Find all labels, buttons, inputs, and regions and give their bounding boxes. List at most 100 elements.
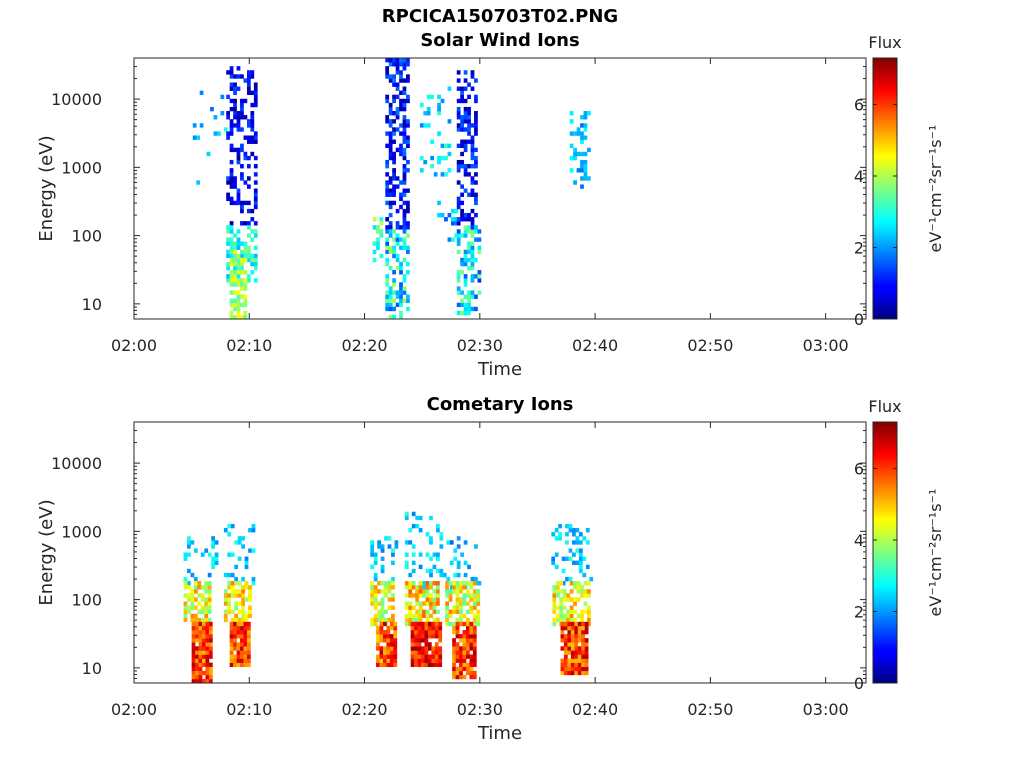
flux-cell xyxy=(558,536,562,541)
flux-cell xyxy=(587,147,591,153)
flux-cell xyxy=(560,634,565,639)
flux-cell xyxy=(385,217,390,222)
flux-cell xyxy=(236,123,241,128)
x-tick-label: 02:10 xyxy=(226,700,272,719)
flux-cell xyxy=(211,540,215,545)
flux-cell xyxy=(236,290,241,295)
flux-cell xyxy=(399,70,403,75)
flux-cell xyxy=(205,678,210,684)
flux-cell xyxy=(402,106,407,112)
flux-cell xyxy=(373,576,378,582)
flux-cell xyxy=(563,666,568,672)
flux-cell xyxy=(373,556,378,561)
flux-cell xyxy=(250,151,255,157)
colorbar-tick-label: 4 xyxy=(854,167,864,186)
flux-cell xyxy=(376,629,380,635)
flux-cell xyxy=(379,629,384,635)
flux-cell xyxy=(472,621,477,627)
flux-cell xyxy=(204,589,209,594)
flux-cell xyxy=(424,642,429,647)
flux-cell xyxy=(380,581,385,586)
flux-cell xyxy=(587,613,591,619)
flux-cell xyxy=(234,564,239,570)
flux-cell xyxy=(477,581,482,586)
flux-cell xyxy=(393,662,398,667)
flux-cell xyxy=(402,66,407,71)
flux-cell xyxy=(237,593,242,598)
flux-cell xyxy=(452,642,456,647)
flux-cell xyxy=(191,621,196,627)
flux-cell xyxy=(386,642,391,647)
flux-cell xyxy=(246,200,251,206)
flux-cell xyxy=(452,605,456,610)
flux-cell xyxy=(385,180,390,185)
flux-cell xyxy=(569,609,574,614)
flux-cell xyxy=(373,560,378,566)
flux-cell xyxy=(370,552,375,557)
flux-cell xyxy=(462,597,467,602)
flux-cell xyxy=(570,625,575,631)
flux-cell xyxy=(460,302,464,308)
flux-cell xyxy=(427,646,432,651)
flux-cell xyxy=(404,560,409,566)
flux-cell xyxy=(230,581,235,586)
flux-cell xyxy=(236,278,241,283)
flux-cell xyxy=(577,658,582,663)
flux-cell xyxy=(373,613,378,619)
flux-cell xyxy=(425,568,430,574)
flux-cell xyxy=(404,605,409,610)
flux-cell xyxy=(584,654,589,659)
flux-cell xyxy=(431,654,436,659)
flux-cell xyxy=(243,221,248,226)
flux-cell xyxy=(477,245,482,250)
flux-cell xyxy=(399,314,403,320)
flux-cell xyxy=(233,621,237,627)
flux-cell xyxy=(202,638,206,643)
flux-cell xyxy=(198,658,203,663)
flux-cell xyxy=(198,662,203,667)
flux-cell xyxy=(236,642,241,647)
flux-cell xyxy=(455,601,460,606)
flux-cell xyxy=(373,605,378,610)
flux-cell xyxy=(236,237,241,242)
flux-cell xyxy=(460,200,464,206)
flux-cell xyxy=(561,556,566,561)
flux-cell xyxy=(406,298,410,303)
flux-cell xyxy=(421,638,425,643)
flux-cell xyxy=(385,241,390,246)
flux-cell xyxy=(391,585,395,590)
flux-cell xyxy=(455,621,460,627)
flux-cell xyxy=(577,654,582,659)
flux-cell xyxy=(227,605,232,610)
x-tick-label: 03:00 xyxy=(803,336,849,355)
flux-cell xyxy=(229,314,234,320)
flux-cell xyxy=(456,111,461,116)
flux-cell xyxy=(417,625,422,631)
flux-cell xyxy=(467,225,471,230)
flux-cell xyxy=(467,294,471,299)
flux-cell xyxy=(233,662,237,667)
x-tick-label: 03:00 xyxy=(803,700,849,719)
flux-cell xyxy=(467,111,471,116)
flux-cell xyxy=(469,666,474,672)
flux-cell xyxy=(250,123,255,128)
flux-cell xyxy=(459,654,463,659)
flux-cell xyxy=(583,164,588,169)
flux-cell xyxy=(399,123,403,128)
flux-cell xyxy=(388,192,393,197)
flux-cell xyxy=(447,151,452,157)
figure-title: RPCICA150703T02.PNG xyxy=(381,6,619,27)
flux-cell xyxy=(233,184,237,189)
flux-cell xyxy=(433,172,438,177)
flux-cell xyxy=(581,654,586,659)
flux-cell xyxy=(427,654,432,659)
flux-cell xyxy=(243,294,248,299)
flux-cell xyxy=(402,172,407,177)
flux-cell xyxy=(384,609,388,614)
flux-cell xyxy=(560,621,565,627)
flux-cell xyxy=(240,147,244,153)
flux-cell xyxy=(208,674,213,680)
flux-cell xyxy=(434,658,439,663)
flux-cell xyxy=(404,613,409,619)
flux-cell xyxy=(250,270,255,275)
